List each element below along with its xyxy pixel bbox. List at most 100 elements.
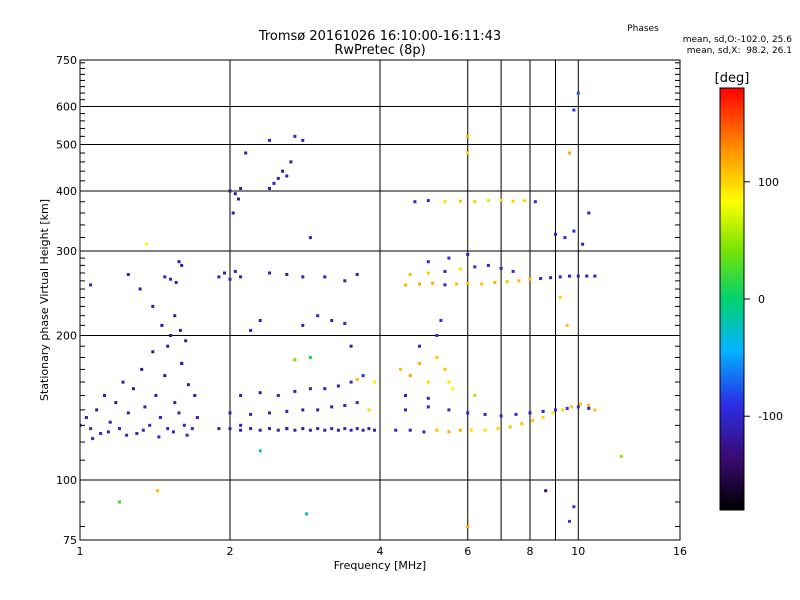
data-point [443, 200, 447, 204]
data-point [404, 283, 407, 287]
phase-stats-o: mean, sd,O:-102.0, 25.6 [683, 35, 793, 45]
data-point [106, 430, 110, 434]
data-point [418, 361, 421, 365]
data-point [99, 432, 103, 435]
data-point [174, 281, 178, 284]
data-point [316, 314, 320, 318]
colorbar: [deg] 100 0 -100 [715, 71, 783, 511]
data-point [293, 358, 297, 362]
data-point [473, 200, 477, 204]
data-point [249, 328, 253, 332]
data-point [272, 181, 276, 185]
y-tick-label: 400 [56, 185, 77, 198]
data-point [233, 269, 237, 273]
data-point [293, 389, 297, 393]
data-point [249, 427, 253, 431]
data-point [84, 416, 88, 419]
data-point [528, 411, 532, 415]
data-point [155, 489, 159, 493]
data-point [228, 189, 232, 193]
data-point [551, 411, 555, 415]
data-point [343, 404, 347, 407]
data-point [268, 271, 271, 275]
data-point [483, 412, 487, 416]
data-point [285, 427, 289, 431]
data-point [585, 274, 589, 278]
data-point [367, 408, 371, 412]
data-point [285, 273, 289, 276]
data-point [166, 427, 170, 431]
data-point [228, 277, 232, 281]
data-point [469, 428, 473, 432]
data-point [447, 256, 451, 260]
data-point [349, 428, 353, 432]
data-point [404, 408, 407, 412]
x-tick-label: 4 [377, 545, 384, 558]
data-point [95, 408, 99, 412]
data-point [576, 91, 580, 95]
data-point [426, 405, 430, 409]
data-point [486, 263, 490, 267]
data-point [576, 274, 580, 278]
data-point [563, 236, 567, 240]
x-tick-label: 2 [227, 545, 234, 558]
x-axis-ticks: 1 2 4 6 8 10 16 [77, 545, 688, 558]
data-point [572, 229, 576, 233]
data-point [231, 211, 235, 215]
data-point [520, 422, 524, 426]
data-point [118, 500, 121, 504]
colorbar-tick-label: 100 [758, 176, 779, 189]
data-point [413, 200, 417, 204]
data-point [435, 334, 439, 337]
data-point [493, 281, 497, 284]
data-point [426, 260, 430, 264]
y-axis-ticks: 75 100 200 300 400 500 600 750 [56, 54, 680, 547]
data-point [458, 267, 462, 271]
data-point [91, 437, 95, 441]
data-point [169, 334, 173, 337]
data-point [301, 275, 305, 279]
data-point [439, 319, 443, 322]
data-point [422, 430, 426, 434]
data-point [126, 411, 130, 415]
data-point [89, 427, 93, 431]
data-point [343, 321, 347, 325]
data-point [323, 387, 327, 391]
data-point [173, 314, 177, 318]
data-point [239, 423, 243, 427]
data-point [418, 282, 421, 286]
data-point [499, 198, 503, 202]
data-point [373, 380, 376, 384]
chart-subtitle: RwPretec (8p) [334, 43, 425, 58]
data-point [466, 151, 470, 155]
data-point [431, 281, 435, 285]
data-point [140, 367, 144, 371]
data-point [143, 405, 147, 409]
data-point [565, 323, 569, 327]
data-point [330, 319, 334, 322]
data-point [258, 428, 262, 432]
data-point [572, 108, 576, 112]
data-point [237, 197, 240, 201]
data-point [308, 356, 312, 359]
data-point [443, 367, 447, 371]
data-point [239, 275, 243, 279]
data-point [394, 428, 398, 432]
data-point [228, 411, 232, 415]
data-point [276, 394, 280, 397]
data-point [336, 428, 340, 432]
grid-lines [80, 60, 680, 540]
data-point [323, 275, 327, 279]
data-point [587, 211, 591, 215]
y-axis-label: Stationary phase Virtual Height [km] [38, 199, 51, 401]
data-point [217, 427, 221, 431]
data-point [619, 454, 623, 458]
data-point [565, 406, 569, 410]
data-point [180, 361, 184, 365]
colorbar-tick-label: 0 [758, 293, 765, 306]
data-point [258, 449, 262, 453]
data-point [308, 236, 312, 240]
data-point [466, 411, 470, 415]
colorbar-label: [deg] [715, 71, 750, 86]
data-point [166, 344, 170, 348]
